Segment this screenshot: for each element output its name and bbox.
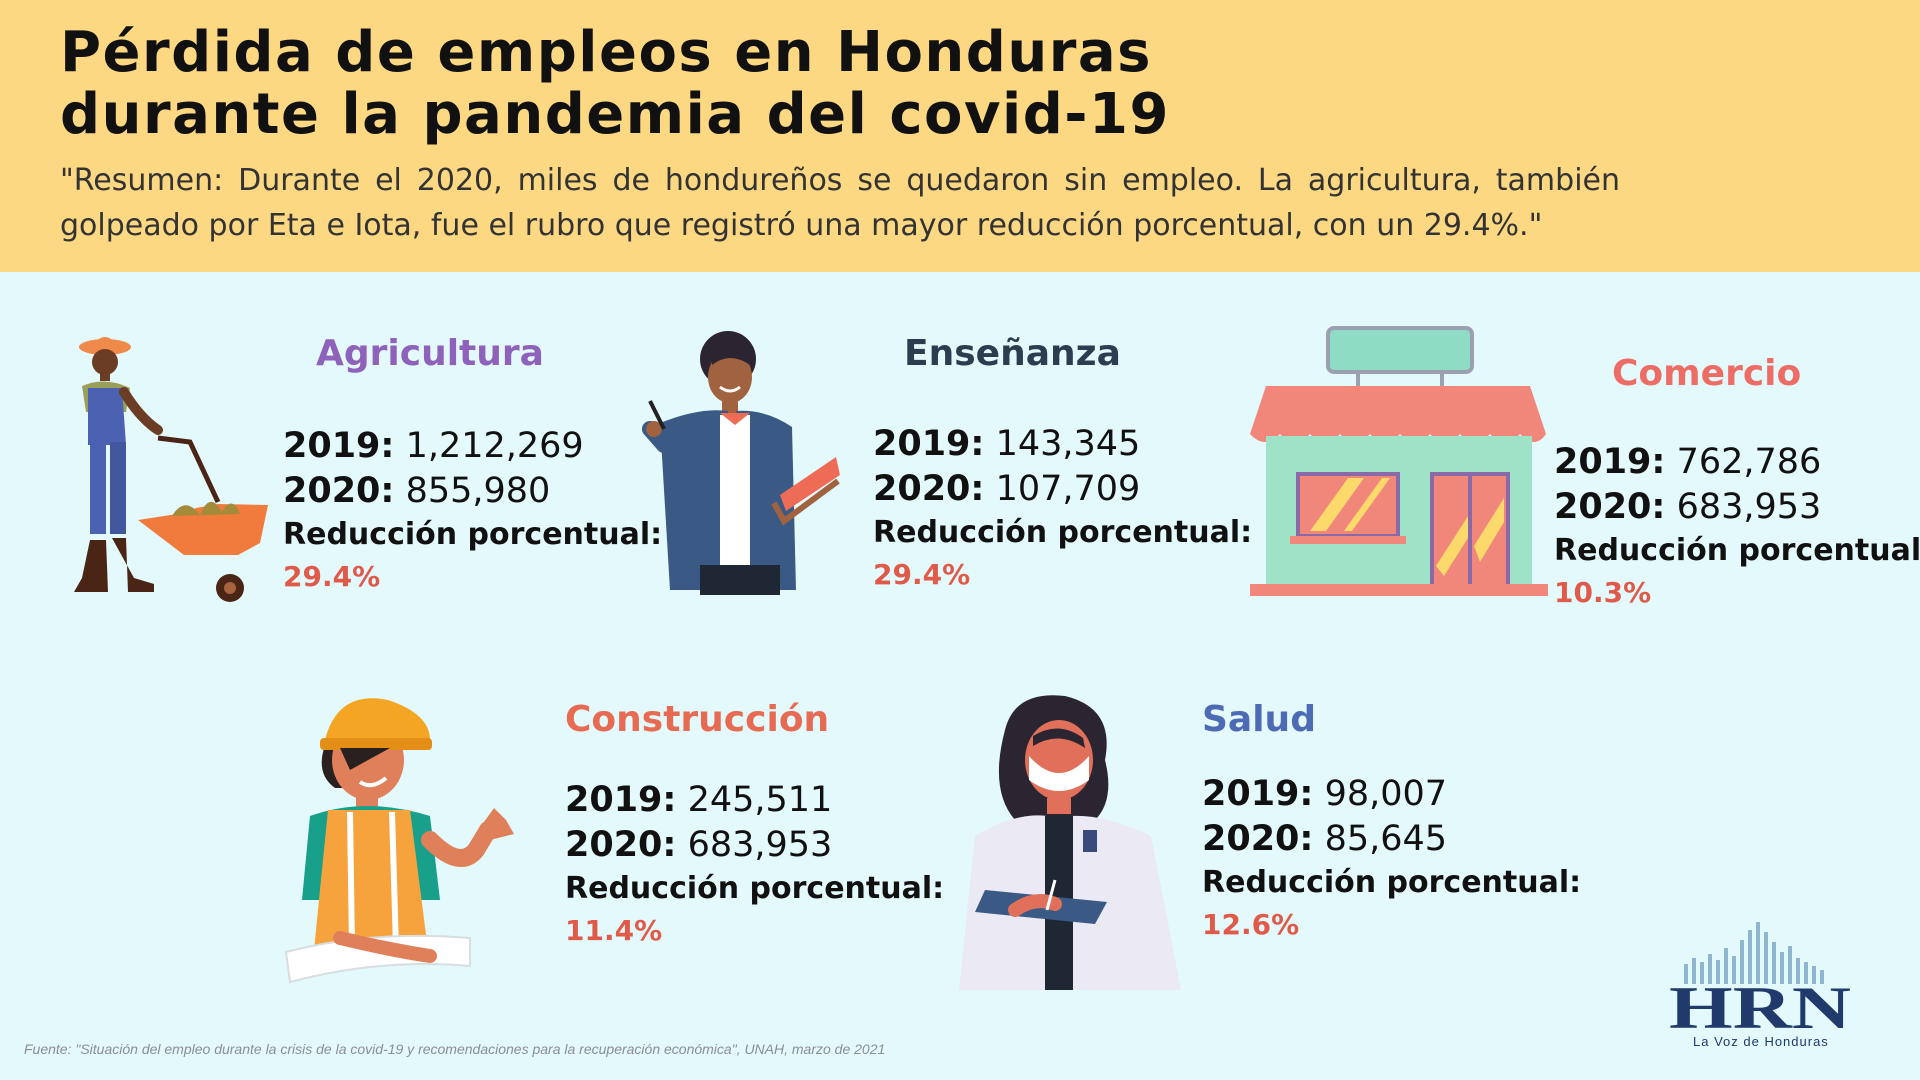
doctor-icon [959,695,1181,990]
year-label-2020: 2020: [873,469,985,509]
value-2019: 245,511 [687,780,833,820]
hrn-logo-icon: HRN [1669,922,1851,1032]
reduction-value: 11.4% [565,914,663,947]
reduction-label: Reducción porcentual: [873,515,1253,550]
value-2020: 85,645 [1324,819,1448,859]
value-2020: 107,709 [995,469,1141,509]
reduction-label: Reducción porcentual: [283,517,663,552]
header-banner: Pérdida de empleos en Honduras durante l… [0,0,1920,272]
summary-text: "Resumen: Durante el 2020, miles de hond… [60,163,1620,243]
value-2019: 98,007 [1324,774,1448,814]
logo-tagline: La Voz de Honduras [1693,1034,1829,1049]
value-2019: 143,345 [995,424,1141,464]
source-citation: Fuente: "Situación del empleo durante la… [24,1041,886,1057]
teacher-icon [642,331,840,595]
value-2020: 683,953 [687,825,833,865]
reduction-value: 10.3% [1554,576,1652,609]
value-2020: 855,980 [405,471,551,511]
reduction-label: Reducción porcentual: [565,871,945,906]
category-title-ensenanza: Enseñanza [904,333,1121,374]
year-label-2019: 2019: [873,424,985,464]
category-stats-salud: 2019: 98,007 2020: 85,645 Reducción porc… [1202,772,1581,946]
storefront-icon [1250,326,1548,596]
reduction-value: 29.4% [873,558,971,591]
year-label-2020: 2020: [1554,487,1666,527]
value-2019: 1,212,269 [405,426,584,466]
reduction-value: 29.4% [283,560,381,593]
year-label-2019: 2019: [283,426,395,466]
category-stats-comercio: 2019: 762,786 2020: 683,953 Reducción po… [1554,440,1920,614]
category-title-comercio: Comercio [1612,353,1802,394]
year-label-2020: 2020: [283,471,395,511]
category-stats-ensenanza: 2019: 143,345 2020: 107,709 Reducción po… [873,422,1252,596]
year-label-2019: 2019: [1554,442,1666,482]
value-2020: 683,953 [1676,487,1822,527]
year-label-2019: 2019: [565,780,677,820]
year-label-2020: 2020: [565,825,677,865]
logo-text: HRN [1669,975,1851,1032]
year-label-2019: 2019: [1202,774,1314,814]
value-2019: 762,786 [1676,442,1822,482]
page-title: Pérdida de empleos en Honduras durante l… [60,20,1170,147]
category-title-agricultura: Agricultura [316,333,544,374]
category-title-salud: Salud [1202,699,1316,740]
farmer-wheelbarrow-icon [74,337,268,602]
reduction-label: Reducción porcentual: [1554,533,1920,568]
category-stats-agricultura: 2019: 1,212,269 2020: 855,980 Reducción … [283,424,662,598]
reduction-value: 12.6% [1202,908,1300,941]
category-stats-construccion: 2019: 245,511 2020: 683,953 Reducción po… [565,778,944,952]
reduction-label: Reducción porcentual: [1202,865,1582,900]
category-title-construccion: Construcción [565,699,830,740]
construction-worker-icon [284,698,514,984]
year-label-2020: 2020: [1202,819,1314,859]
